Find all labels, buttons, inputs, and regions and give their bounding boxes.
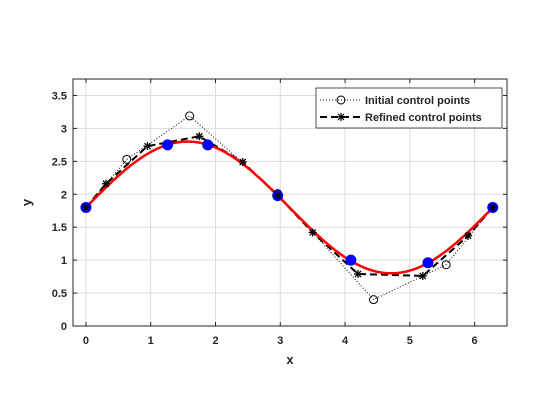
refined-control-point	[143, 142, 152, 151]
initial-control-point	[369, 295, 379, 305]
refined-control-polygon	[85, 135, 494, 277]
refined-control-point	[308, 228, 317, 237]
y-tick-label: 2.5	[52, 156, 67, 168]
refined-control-point	[273, 191, 282, 200]
legend-label-initial: Initial control points	[365, 95, 470, 107]
legend-marker-refined	[337, 113, 345, 121]
ticks: 0 1 2 3 4 5 6 0 0.5 1 1.5 2 2.5 3 3.5	[52, 79, 507, 347]
refined-control-point	[195, 132, 204, 141]
refined-control-point	[238, 157, 247, 166]
y-tick-label: 2	[61, 189, 67, 201]
x-tick-label: 4	[342, 335, 349, 347]
y-axis-label: y	[19, 198, 34, 206]
x-tick-label: 0	[83, 335, 89, 347]
legend: Initial control points Refined control p…	[315, 87, 503, 129]
y-tick-label: 3.5	[52, 90, 67, 102]
blue-point	[345, 254, 357, 266]
legend-label-refined: Refined control points	[365, 112, 482, 124]
blue-point	[162, 139, 174, 151]
x-tick-label: 6	[472, 335, 478, 347]
x-tick-label: 2	[212, 335, 218, 347]
blue-point	[202, 139, 214, 151]
initial-control-point	[441, 260, 451, 270]
refined-control-point	[81, 203, 90, 212]
initial-control-point	[122, 154, 132, 164]
initial-control-polygon	[85, 115, 494, 301]
y-tick-label: 1	[61, 255, 67, 267]
y-tick-label: 0.5	[52, 288, 67, 300]
x-axis-label: x	[286, 352, 294, 367]
y-tick-label: 1.5	[52, 222, 67, 234]
axes-box	[72, 78, 508, 327]
x-tick-label: 3	[277, 335, 283, 347]
x-tick-label: 1	[148, 335, 154, 347]
y-tick-label: 3	[61, 123, 67, 135]
refined-control-point	[418, 271, 427, 280]
refined-control-point	[354, 269, 363, 278]
blue-point	[422, 257, 434, 269]
initial-control-point	[185, 111, 195, 121]
refined-control-point	[488, 203, 497, 212]
legend-box	[315, 87, 503, 129]
refined-control-point	[464, 231, 473, 240]
y-tick-label: 0	[61, 321, 67, 333]
refined-control-point	[102, 179, 111, 188]
x-tick-label: 5	[407, 335, 413, 347]
legend-marker-initial	[336, 95, 346, 105]
plot-content	[80, 111, 499, 305]
